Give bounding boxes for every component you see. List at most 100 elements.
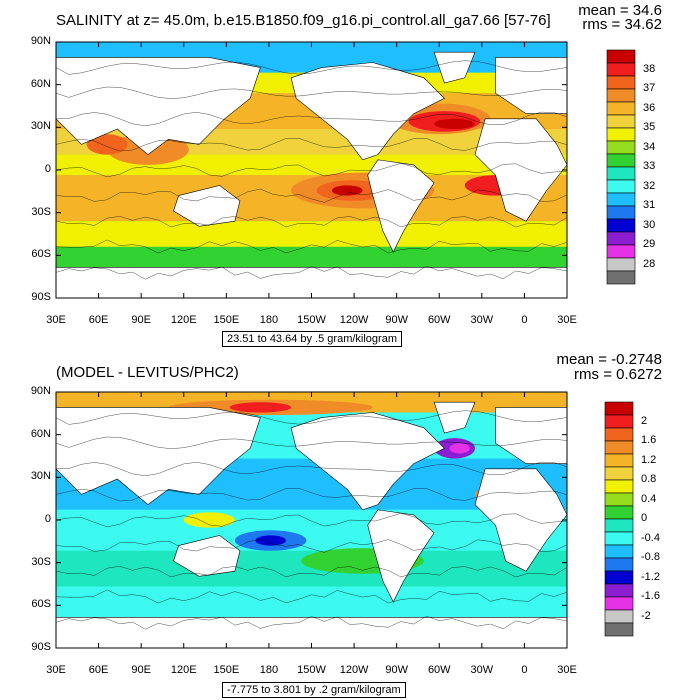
- panel2-contour-line: [56, 436, 567, 449]
- panel1-lon-label: 90W: [385, 314, 408, 326]
- panel2-lat-label: 90N: [30, 385, 51, 397]
- panel2-colorbar-label: -2: [641, 609, 651, 622]
- panel2-field-blob: [449, 443, 470, 454]
- panel2-landmass: [474, 468, 567, 572]
- panel1-lon-label: 60W: [427, 314, 451, 326]
- panel2-rms: rms = 0.6272: [574, 366, 662, 383]
- panel2-lon-label: 0: [521, 664, 528, 676]
- panel2-lon-label: 120W: [339, 664, 369, 676]
- panel2-colorbar-swatch: [604, 414, 634, 429]
- panel1-colorbar-label: 28: [643, 257, 656, 270]
- panel1-colorbar-label: 37: [643, 82, 656, 94]
- panel2-contour-line: [56, 538, 567, 553]
- panel2-colorbar-swatch: [604, 505, 634, 520]
- panel2-colorbar-swatch: [604, 401, 634, 416]
- panel1-colorbar-label: 30: [643, 218, 656, 231]
- panel2-lat-label: 60N: [30, 427, 51, 440]
- panel2-colorbar-label: 1.6: [641, 434, 657, 446]
- panel2-lat-label: 30S: [31, 555, 51, 568]
- panel2-lon-label: 60E: [88, 664, 109, 676]
- panel2-colorbar-swatch: [604, 492, 634, 507]
- panel1-lon-label: 30E: [46, 314, 66, 326]
- panel2-colorbar-swatch: [604, 531, 634, 546]
- panel2-colorbar-swatch: [604, 622, 634, 637]
- panel2-colorbar-swatch: [604, 570, 634, 585]
- panel1-lat-label: 60S: [31, 248, 51, 261]
- panel2-contour-line: [56, 566, 567, 578]
- panel1-lon-label: 0: [521, 314, 528, 326]
- panel2-colorbar-swatch: [604, 453, 634, 468]
- panel1-colorbar-label: 33: [643, 160, 656, 172]
- panel1-colorbar-label: 36: [643, 101, 656, 114]
- panel1-contour-info: 23.51 to 43.64 by .5 gram/kilogram: [222, 331, 402, 347]
- panel2-colorbar-label: -1.6: [641, 590, 660, 602]
- panel2-colorbar-swatch: [604, 466, 634, 481]
- panel2-colorbar-label: 0: [641, 512, 648, 524]
- panel1-colorbar-swatch: [606, 49, 636, 64]
- panel2-lon-label: 60W: [427, 664, 451, 676]
- panel2-lat-label: 60S: [31, 598, 51, 611]
- panel2-colorbar-label: -1.2: [641, 570, 660, 583]
- panel1-lat-label: 30S: [31, 205, 51, 218]
- panel1-lon-label: 30E: [557, 314, 577, 326]
- panel1-map: [55, 41, 568, 299]
- panel2-colorbar-swatch: [604, 557, 634, 572]
- panel2-colorbar-label: 0.8: [641, 473, 657, 485]
- panel2-field-blob: [255, 535, 286, 546]
- panel2-lat-label: 90S: [31, 641, 51, 653]
- panel2-landmass: [367, 509, 435, 603]
- panel1-landmass: [495, 57, 567, 114]
- panel1-colorbar-label: 31: [643, 199, 656, 211]
- panel1-lat-label: 60N: [30, 77, 51, 90]
- panel2-landmass: [173, 535, 241, 577]
- panel1-lon-label: 60E: [88, 314, 109, 326]
- panel1-colorbar-swatch: [606, 270, 636, 285]
- panel2-landmass: [56, 616, 567, 648]
- panel1-lon-label: 150E: [213, 314, 240, 326]
- panel1-band: [56, 154, 567, 176]
- panel1-colorbar-swatch: [606, 127, 636, 142]
- panel1-landmass: [290, 62, 445, 161]
- panel2-contour-line: [56, 410, 567, 425]
- panel2-map: [55, 391, 568, 649]
- panel1-landmass: [56, 266, 567, 298]
- panel1-landmass: [367, 159, 435, 253]
- panel1-colorbar-swatch: [606, 75, 636, 90]
- panel1-contour-line: [56, 60, 567, 75]
- panel1-colorbar-swatch: [606, 218, 636, 233]
- panel2-lon-label: 120E: [170, 664, 197, 676]
- panel1-band: [56, 221, 567, 247]
- panel2-lon-label: 180: [259, 664, 279, 676]
- panel1-contour-line: [56, 216, 567, 228]
- panel1-lon-label: 180: [259, 314, 279, 326]
- panel2-colorbar-swatch: [604, 609, 634, 624]
- panel2-colorbar-swatch: [604, 479, 634, 494]
- panel2-lon-label: 30W: [470, 664, 494, 676]
- panel2-contour-line: [56, 615, 567, 630]
- panel1-lon-label: 30W: [470, 314, 494, 326]
- panel1-colorbar-swatch: [606, 244, 636, 259]
- panel1-lat-label: 90N: [30, 35, 51, 47]
- panel2-lon-label: 150W: [297, 664, 326, 676]
- panel1-colorbar-swatch: [606, 231, 636, 246]
- panel1-contour-line: [56, 188, 567, 203]
- panel1-colorbar-swatch: [606, 140, 636, 155]
- panel2-contour-line: [56, 488, 567, 502]
- panel1-colorbar-label: 34: [643, 140, 656, 153]
- panel1-field-blob: [331, 185, 363, 196]
- panel2-contour-info: -7.775 to 3.801 by .2 gram/kilogram: [222, 682, 406, 698]
- panel2-mean: mean = -0.2748: [556, 351, 663, 368]
- panel2-contour-line: [56, 589, 567, 604]
- panel1-contour-line: [56, 138, 567, 152]
- panel2-lon-label: 30E: [46, 664, 66, 676]
- panel1-landmass: [173, 185, 241, 227]
- panel1-contour-line: [56, 239, 567, 254]
- panel2-colorbar: [604, 401, 634, 637]
- panel1-band: [56, 246, 567, 268]
- panel1-colorbar-swatch: [606, 179, 636, 194]
- panel2-lon-label: 150E: [213, 664, 240, 676]
- panel2-field-blob: [229, 402, 292, 413]
- panel1-rms: rms = 34.62: [582, 16, 662, 33]
- panel1-lat-label: 90S: [31, 291, 51, 303]
- panel1-colorbar-label: 38: [643, 62, 656, 75]
